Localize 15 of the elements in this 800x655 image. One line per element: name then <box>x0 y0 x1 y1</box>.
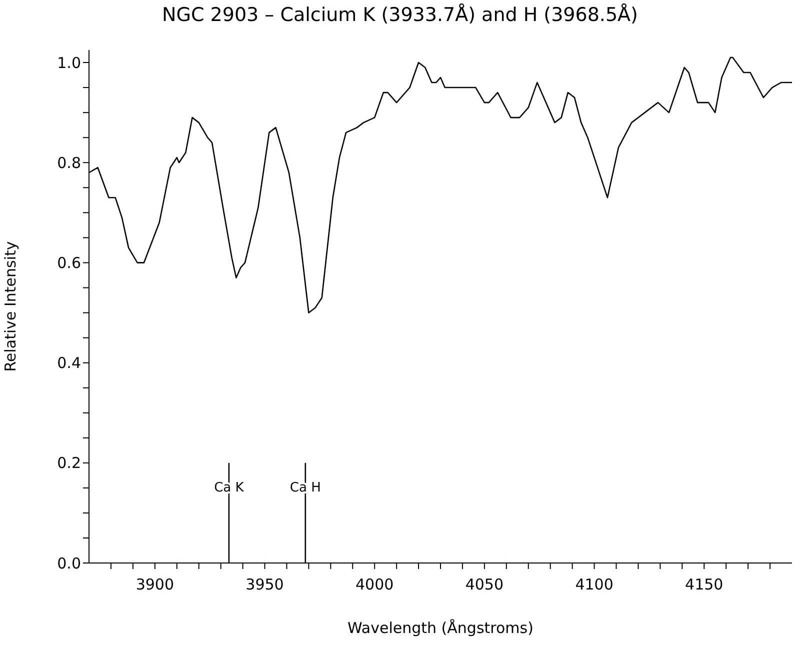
x-tick-label: 4150 <box>685 576 724 594</box>
x-tick-label: 3900 <box>136 576 174 594</box>
y-tick-label: 0.4 <box>57 354 81 372</box>
y-tick-label: 1.0 <box>57 54 81 72</box>
x-axis-title: Wavelength (Ångstroms) <box>348 619 534 637</box>
x-tick-label: 4000 <box>356 576 394 594</box>
y-tick-label: 0.0 <box>57 554 81 572</box>
x-tick-label: 4050 <box>465 576 504 594</box>
y-axis-title: Relative Intensity <box>1 241 20 372</box>
chart-title: NGC 2903 – Calcium K (3933.7Å) and H (3968.5Å) <box>161 4 639 26</box>
x-tick-label: 4100 <box>575 576 614 594</box>
y-tick-label: 0.6 <box>57 254 81 272</box>
y-tick-label: 0.2 <box>57 454 81 472</box>
y-tick-label: 0.8 <box>57 154 81 172</box>
x-tick-label: 3950 <box>246 576 284 594</box>
